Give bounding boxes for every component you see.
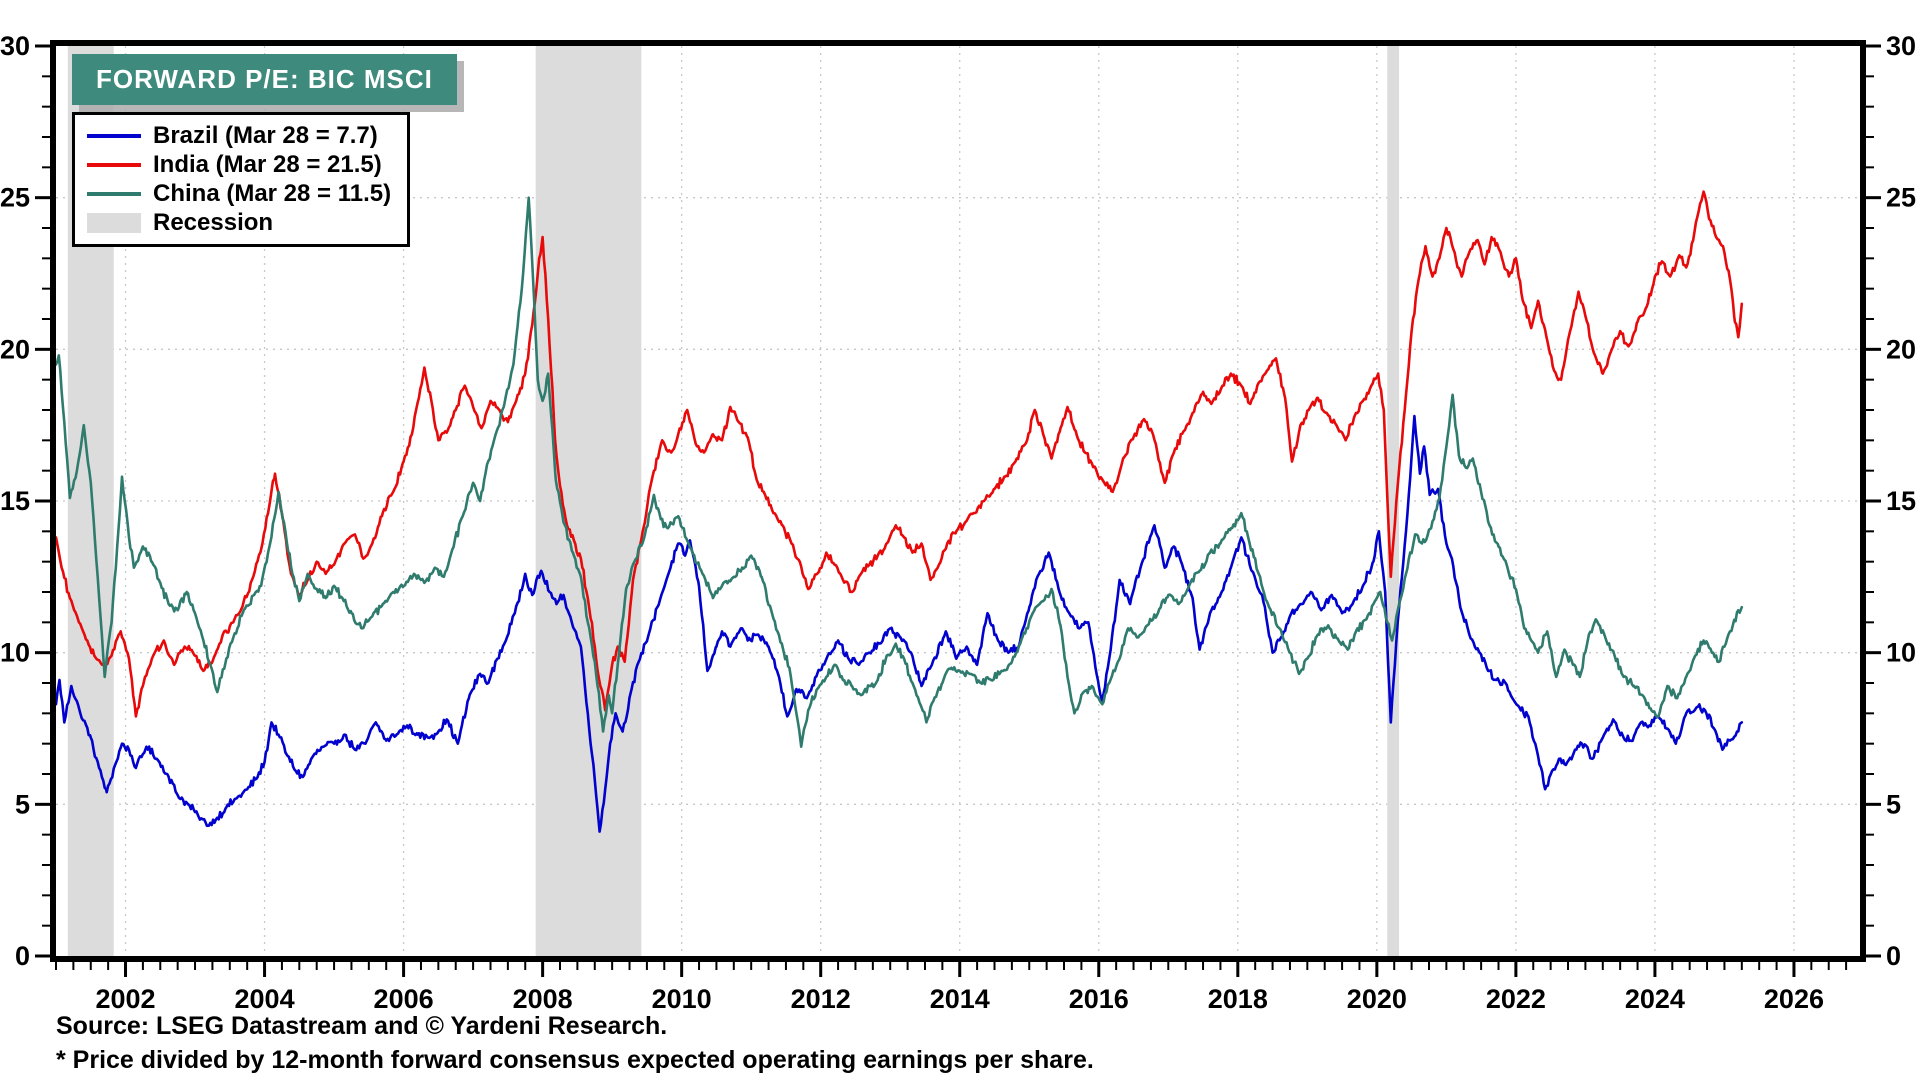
x-axis-label: 2004 — [235, 984, 295, 1014]
x-axis-label: 2006 — [374, 984, 434, 1014]
legend-item-china: China (Mar 28 = 11.5) — [87, 180, 392, 207]
india-line — [54, 190, 1744, 718]
plot-border — [50, 40, 1866, 962]
y-axis-label-left: 5 — [15, 789, 30, 819]
y-axis-label-right: 10 — [1886, 638, 1916, 668]
x-axis-label: 2018 — [1208, 984, 1268, 1014]
china-line — [54, 196, 1744, 749]
legend-item-india: India (Mar 28 = 21.5) — [87, 151, 391, 178]
x-axis-label: 2016 — [1069, 984, 1129, 1014]
legend-item-brazil: Brazil (Mar 28 = 7.7) — [87, 122, 391, 149]
series-line-swatch — [87, 163, 141, 167]
x-axis-label: 2022 — [1486, 984, 1546, 1014]
chart-legend: Brazil (Mar 28 = 7.7) India (Mar 28 = 21.… — [72, 112, 411, 247]
y-axis-label-left: 25 — [0, 183, 30, 213]
footnote-text: * Price divided by 12-month forward cons… — [56, 1046, 1094, 1074]
x-axis-label: 2014 — [930, 984, 990, 1014]
y-axis-label-right: 25 — [1886, 183, 1916, 213]
legend-item-recession: Recession — [87, 209, 391, 236]
brazil-line — [54, 414, 1744, 833]
x-axis-label: 2008 — [513, 984, 573, 1014]
series-line-swatch — [87, 192, 141, 196]
y-axis-label-left: 15 — [0, 486, 30, 516]
x-axis-label: 2026 — [1764, 984, 1824, 1014]
x-axis-label: 2010 — [652, 984, 712, 1014]
y-axis-label-right: 15 — [1886, 486, 1916, 516]
x-axis-label: 2020 — [1347, 984, 1407, 1014]
recession-band — [1387, 46, 1400, 956]
y-axis-label-right: 5 — [1886, 789, 1901, 819]
x-axis-label: 2024 — [1625, 984, 1685, 1014]
legend-label: China (Mar 28 = 11.5) — [153, 180, 392, 207]
x-axis-label: 2012 — [791, 984, 851, 1014]
x-axis-label: 2002 — [95, 984, 155, 1014]
y-axis-label-left: 20 — [0, 334, 30, 364]
y-axis-label-left: 10 — [0, 638, 30, 668]
recession-band — [535, 46, 642, 956]
chart-title: FORWARD P/E: BIC MSCI — [72, 54, 457, 105]
y-axis-label-left: 30 — [0, 31, 30, 61]
y-axis-label-right: 0 — [1886, 941, 1901, 971]
recession-swatch — [87, 213, 141, 233]
y-axis-label-left: 0 — [15, 941, 30, 971]
legend-label: Brazil (Mar 28 = 7.7) — [153, 122, 378, 149]
source-text: Source: LSEG Datastream and © Yardeni Re… — [56, 1012, 668, 1040]
y-axis-label-right: 20 — [1886, 334, 1916, 364]
legend-label: India (Mar 28 = 21.5) — [153, 151, 382, 178]
legend-label: Recession — [153, 209, 274, 236]
y-axis-label-right: 30 — [1886, 31, 1916, 61]
series-line-swatch — [87, 134, 141, 138]
